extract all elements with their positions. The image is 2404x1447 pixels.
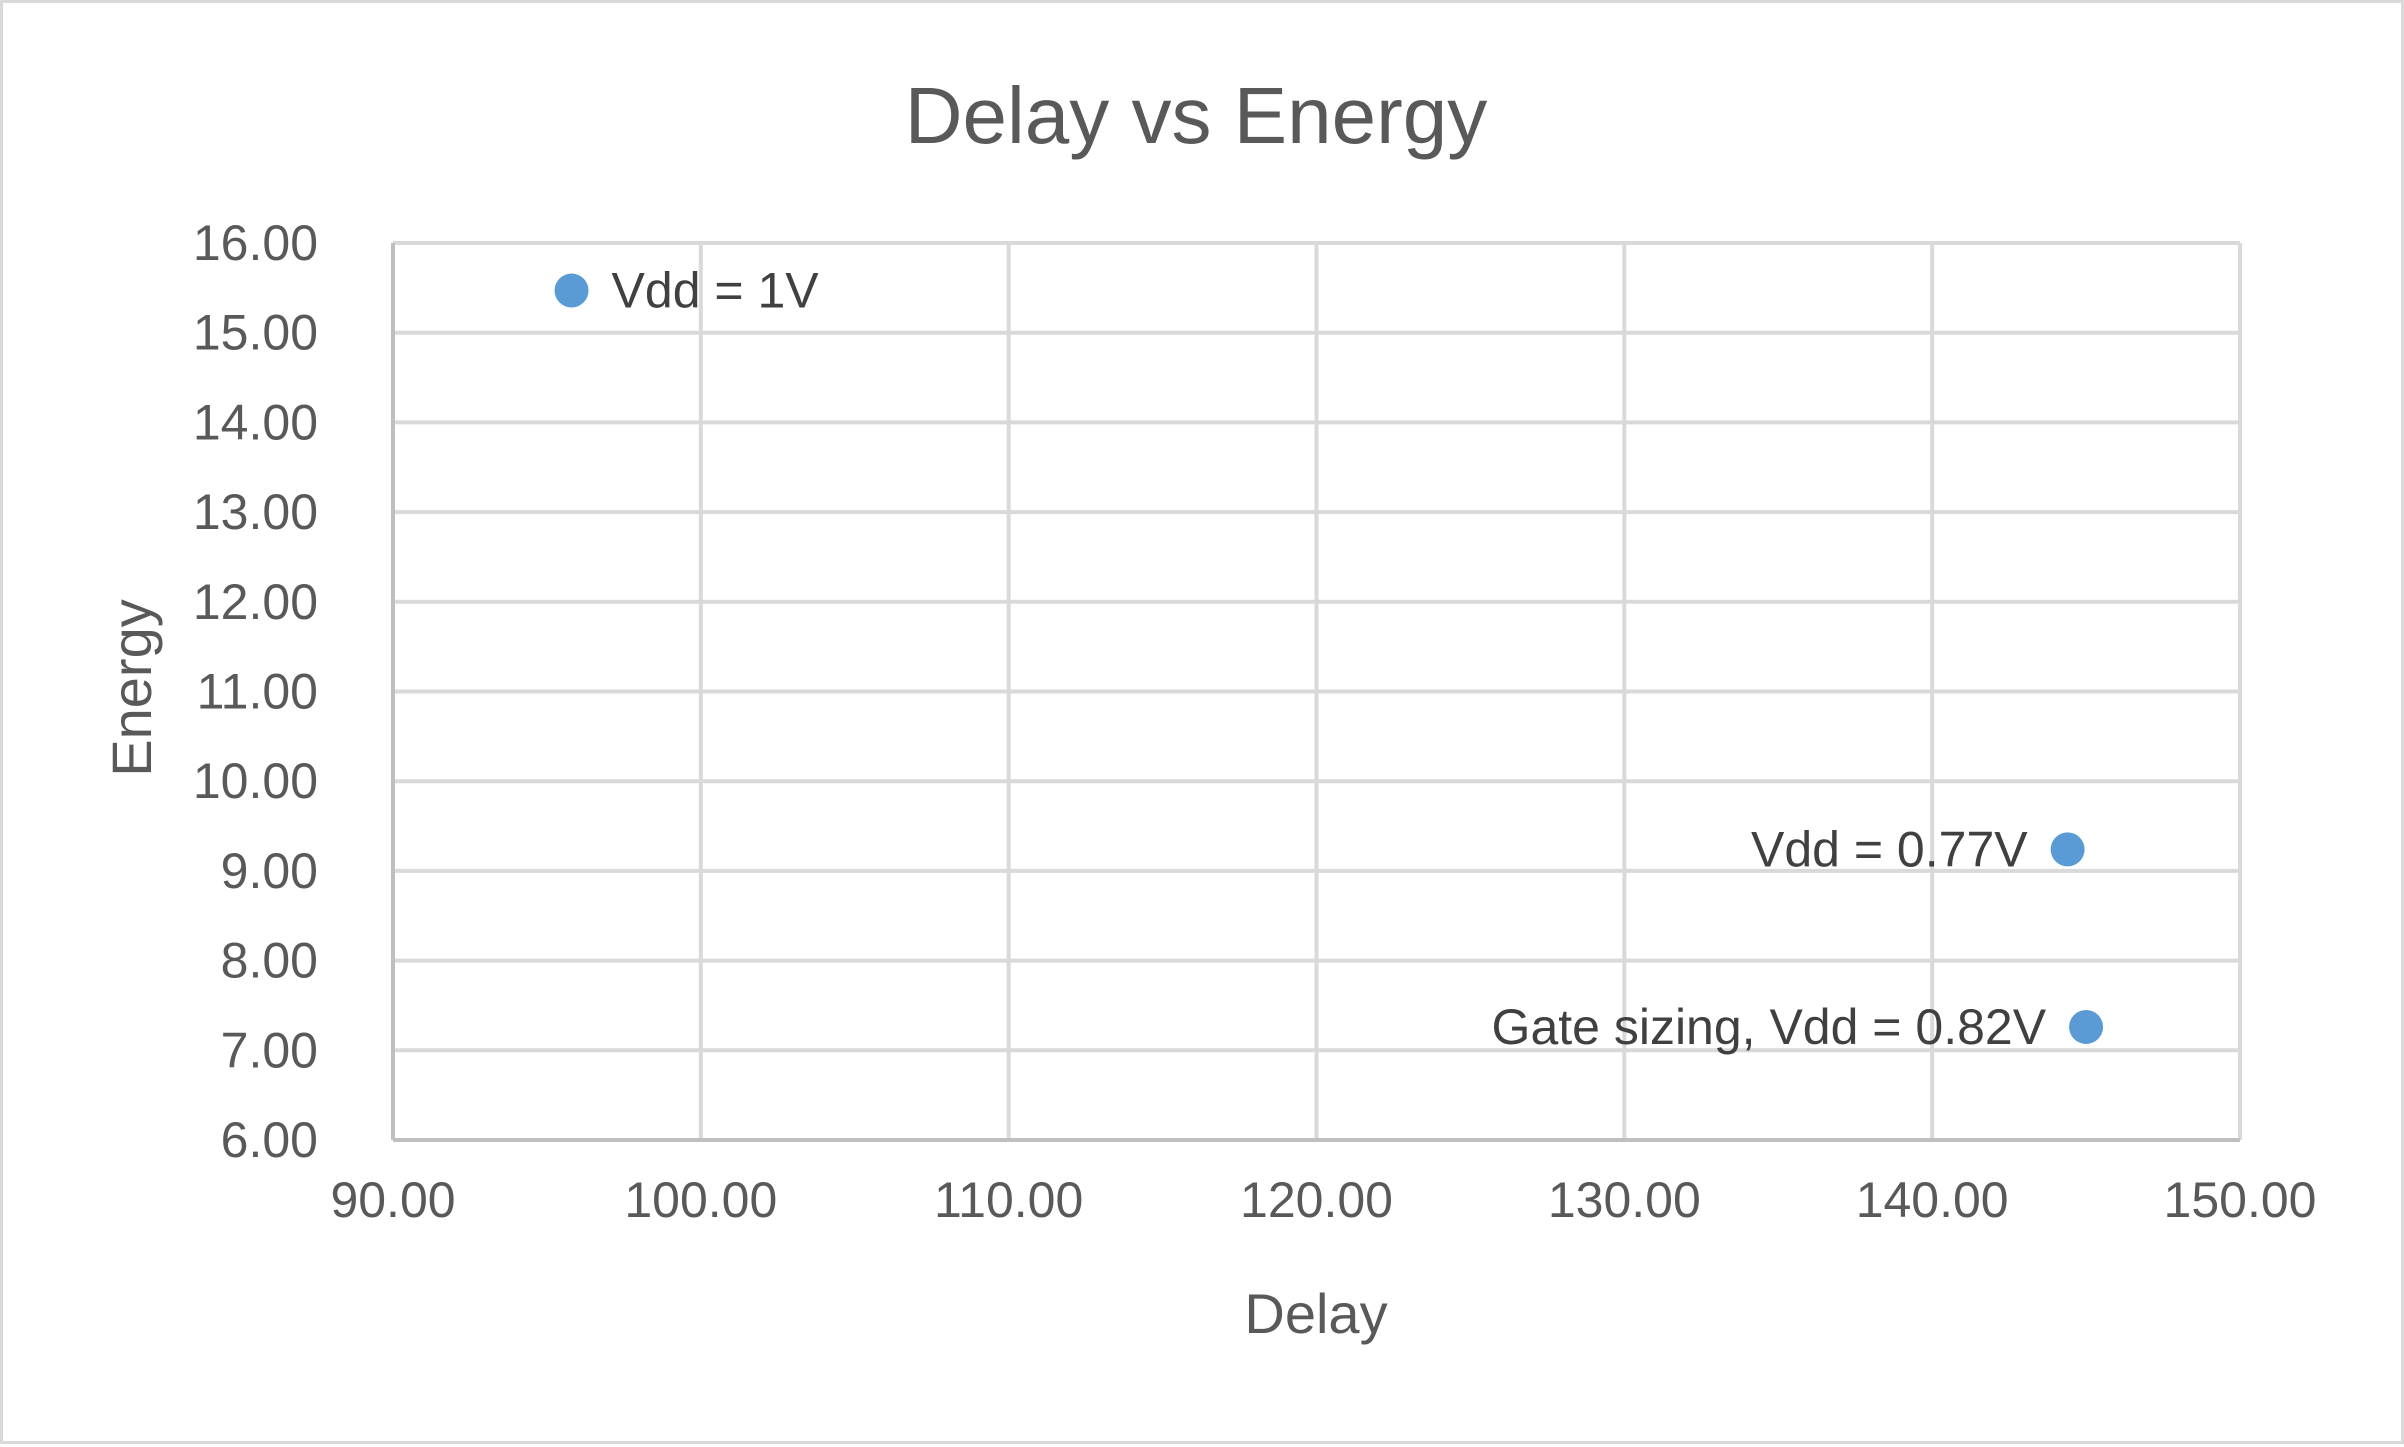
data-point: [2069, 1009, 2104, 1044]
y-tick-label: 15.00: [193, 305, 318, 361]
y-tick-label: 13.00: [193, 484, 318, 540]
data-point: [2050, 832, 2085, 867]
y-axis-title: Energy: [100, 599, 163, 776]
y-tick-label: 6.00: [221, 1112, 318, 1168]
x-tick-label: 90.00: [330, 1172, 455, 1228]
y-tick-label: 7.00: [221, 1022, 318, 1078]
tick-labels: 6.00 7.00 8.00 9.00 10.00 11.00 12.00 13.00 14.0…: [193, 215, 2317, 1228]
x-axis-title: Delay: [1244, 1282, 1387, 1345]
data-label: Gate sizing, Vdd = 0.82V: [1492, 999, 2047, 1055]
y-tick-label: 8.00: [221, 933, 318, 989]
data-points: [554, 273, 2104, 1044]
x-tick-label: 130.00: [1548, 1172, 1701, 1228]
chart-title: Delay vs Energy: [905, 71, 1487, 160]
x-tick-label: 120.00: [1240, 1172, 1393, 1228]
y-tick-label: 11.00: [197, 664, 318, 720]
y-tick-label: 10.00: [193, 753, 318, 809]
y-tick-label: 14.00: [193, 394, 318, 450]
data-label: Vdd = 0.77V: [1751, 821, 2028, 877]
x-tick-label: 140.00: [1856, 1172, 2009, 1228]
data-label: Vdd = 1V: [612, 263, 820, 319]
data-labels: Vdd = 1V Vdd = 0.77V Gate sizing, Vdd = 0.…: [612, 263, 2047, 1055]
axes: [391, 243, 2240, 1142]
x-tick-label: 110.00: [934, 1172, 1083, 1228]
data-point: [554, 273, 589, 308]
gridlines: [393, 241, 2242, 1140]
x-tick-label: 100.00: [624, 1172, 777, 1228]
y-tick-label: 16.00: [193, 215, 318, 271]
y-tick-label: 9.00: [221, 843, 318, 899]
scatter-chart: Delay vs Energy 6.00 7.00 8.00 9.00 10.00 11.…: [100, 71, 2317, 1345]
y-tick-label: 12.00: [193, 574, 318, 630]
x-tick-label: 150.00: [2164, 1172, 2317, 1228]
